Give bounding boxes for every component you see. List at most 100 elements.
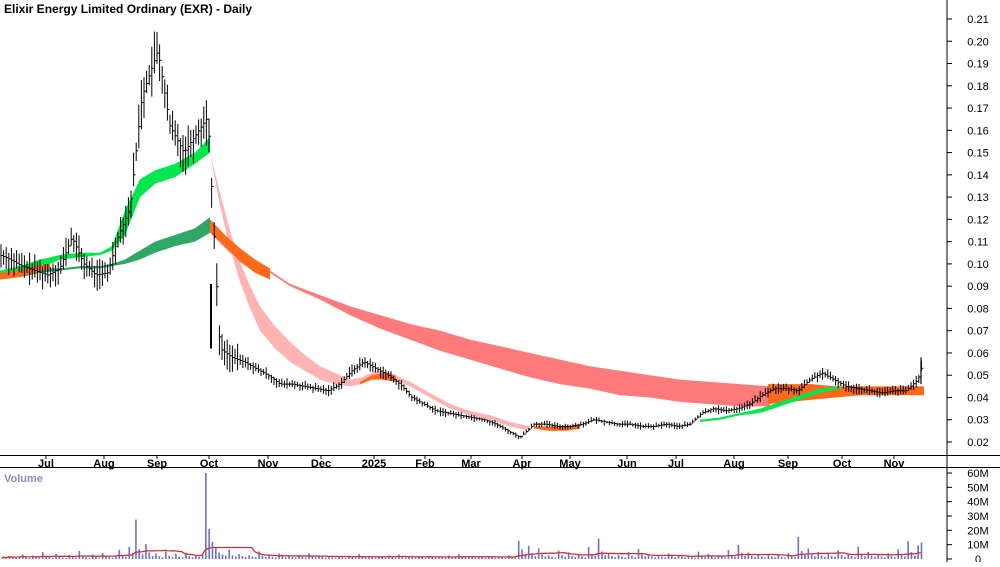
price-bar [296, 381, 300, 388]
price-bar [460, 412, 464, 420]
volume-bar [710, 556, 713, 559]
volume-bar [238, 554, 240, 559]
price-bar [218, 325, 222, 356]
volume-bar [641, 554, 643, 559]
price-bar [809, 377, 812, 383]
volume-bar [381, 557, 384, 559]
price-bar [733, 405, 737, 413]
price-bar [177, 124, 180, 157]
price-bar [770, 388, 773, 394]
volume-bar [837, 550, 840, 559]
volume-bar [467, 555, 470, 559]
volume-bar [258, 551, 260, 559]
volume-bar [234, 556, 237, 559]
price-bar [533, 422, 536, 427]
price-bar [463, 414, 466, 419]
volume-bar [148, 552, 151, 559]
price-bar [564, 423, 568, 430]
volume-bar [914, 555, 916, 559]
volume-bar [324, 557, 327, 559]
price-bar [107, 264, 110, 282]
volume-bar [251, 556, 254, 559]
crossover-band [360, 372, 396, 385]
price-bar [575, 422, 578, 428]
volume-bar [254, 557, 257, 559]
price-bar [377, 367, 380, 373]
price-bar [122, 217, 126, 245]
price-bar [390, 371, 393, 382]
price-bar [892, 385, 895, 394]
price-bar [504, 426, 508, 432]
month-label: Jun [617, 458, 637, 470]
price-bar [356, 364, 360, 373]
price-bar [705, 408, 708, 414]
price-bar [322, 385, 326, 394]
price-bar [601, 419, 604, 423]
price-bar [546, 420, 549, 428]
price-bar [445, 409, 448, 417]
volume-tick-label: 30M [967, 511, 988, 523]
volume-bar [794, 557, 796, 559]
volume-bar [907, 541, 909, 559]
price-bar [174, 120, 178, 146]
price-bar [595, 416, 599, 424]
volume-bar [175, 553, 177, 559]
volume-bar [261, 555, 264, 559]
price-bar [127, 197, 131, 226]
volume-bar [281, 556, 284, 559]
price-bar [208, 118, 211, 153]
price-bar [736, 406, 739, 413]
volume-bar [18, 556, 21, 559]
volume-bar [567, 552, 570, 559]
price-bar [39, 259, 42, 281]
price-bar [385, 369, 388, 381]
price-bar [749, 401, 752, 409]
price-bar [421, 401, 425, 407]
volume-bar [138, 549, 141, 559]
price-bar [543, 420, 547, 426]
price-bar [286, 378, 289, 389]
volume-bar [288, 555, 290, 559]
price-bar [317, 384, 321, 392]
price-bar [351, 364, 354, 377]
price-bar [619, 422, 622, 427]
price-bar [894, 386, 898, 395]
volume-bar [341, 557, 344, 559]
volume-bar [614, 557, 617, 559]
price-bar [140, 80, 144, 130]
volume-bar [354, 557, 357, 559]
price-bar [263, 369, 266, 375]
price-bar [697, 415, 700, 419]
month-label: Jul [38, 458, 54, 470]
price-bar [822, 367, 825, 380]
volume-bar [820, 555, 823, 559]
volume-bar [591, 553, 593, 559]
volume-bar [747, 552, 750, 559]
price-bar [268, 373, 271, 380]
volume-bar [271, 556, 274, 559]
price-bar [850, 385, 854, 393]
volume-bar [920, 542, 923, 559]
price-bar [434, 405, 438, 415]
price-bar [101, 260, 105, 287]
price-bar [364, 357, 367, 368]
price-bar [156, 31, 159, 64]
volume-bar [814, 556, 816, 559]
volume-bar [657, 555, 660, 559]
price-bar [338, 382, 341, 390]
volume-bar [218, 552, 220, 559]
price-bar [900, 385, 903, 395]
price-bar [135, 142, 139, 161]
volume-bar [15, 557, 17, 559]
volume-bar [65, 558, 67, 559]
price-bar [289, 381, 292, 387]
price-bar [73, 235, 76, 253]
price-bar [897, 388, 900, 396]
price-bar [915, 375, 919, 388]
crossover-band [210, 219, 270, 280]
price-bar [0, 244, 3, 268]
volume-bar [784, 557, 786, 559]
price-bar [738, 404, 742, 413]
volume-bar [444, 557, 447, 559]
volume-bar [554, 557, 557, 559]
